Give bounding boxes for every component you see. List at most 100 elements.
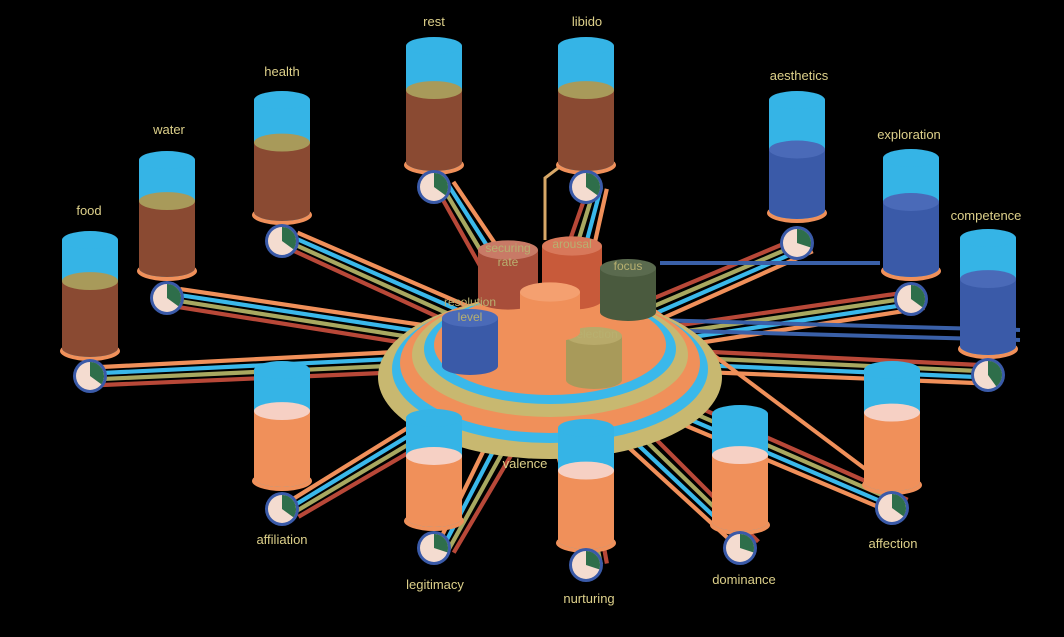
tank-affection-shell-top [864,361,920,379]
need-water-label: water [152,122,185,137]
modulator-securing-top [478,240,538,260]
valence-label: valence [503,456,548,471]
gauge-dominance-fill [740,534,754,553]
modulator-core-top [520,282,580,302]
need-legitimacy-label: legitimacy [406,577,464,592]
need-exploration-label: exploration [877,127,941,142]
tank-exploration-liquid [883,202,939,277]
need-water: water [137,122,197,315]
tank-affiliation-surface [254,402,310,421]
tank-legitimacy-surface [406,447,462,465]
gauge-water-fill [167,284,182,307]
need-dominance: dominance [710,405,776,587]
modulator-resolution-label: resolution [444,295,496,309]
modulator-resolution-body [442,318,498,375]
modulator-selection-label: selection [570,327,617,341]
need-health: health [252,64,312,258]
tank-exploration-shell-top [883,149,939,167]
tank-water-liquid [139,201,195,277]
tank-dominance-surface [712,446,768,465]
modulator-arousal-top [542,236,602,256]
need-aesthetics-label: aesthetics [770,68,829,83]
need-nurturing: nurturing [556,419,616,606]
modulator-resolution-top [442,309,498,327]
modulator-selection-body [566,336,622,389]
tank-food-liquid [62,281,118,357]
need-tank-group: food water health rest libido aesthetics explo… [60,14,1021,606]
tank-competence-shell-top [960,229,1016,247]
modulator-arousal-label: arousal [552,237,591,251]
modulator-resolution-label2: level [458,310,483,324]
tank-competence-liquid [960,279,1016,355]
modulator-core-body [520,292,580,342]
gauge-health-fill [282,227,296,250]
tank-water-shell-top [139,151,195,169]
tank-rest-surface [406,81,462,100]
need-health-label: health [264,64,299,79]
need-libido: libido [556,14,616,204]
tank-affiliation-liquid [254,411,310,487]
tank-food-surface [62,272,118,291]
tank-dominance-shell-top [712,405,768,423]
tank-dominance-liquid [712,455,768,531]
modulator-selection [566,327,622,389]
modulator-focus-body [600,268,656,321]
tank-legitimacy-liquid [406,456,462,527]
modulator-focus [600,259,656,321]
need-exploration: exploration [877,127,941,316]
modulator-resolution [442,309,498,375]
tank-health-shell-top [254,91,310,109]
pipe-extra-3 [651,328,1021,342]
need-rest-label: rest [423,14,445,29]
tank-food-shell-top [62,231,118,249]
tank-water-surface [139,192,195,210]
gauge-exploration-fill [911,285,925,308]
gauge-libido-fill [586,173,600,196]
modulator-core [520,282,580,342]
tank-exploration-surface [883,193,939,211]
gauge-competence-fill [988,361,1003,387]
gauge-aesthetics-fill [797,229,812,248]
need-affiliation-label: affiliation [256,532,307,547]
need-competence-label: competence [951,208,1022,223]
pipe-extra-2 [651,318,1021,332]
need-dominance-label: dominance [712,572,776,587]
tank-rest-liquid [406,90,462,171]
gauge-nurturing-fill [586,551,601,570]
tank-affection-surface [864,403,920,422]
tank-nurturing-shell-top [558,419,614,437]
tank-legitimacy-shell-top [406,409,462,427]
need-nurturing-label: nurturing [563,591,614,606]
need-food-label: food [76,203,101,218]
tank-health-surface [254,133,310,152]
tank-nurturing-surface [558,461,614,480]
tank-libido-surface [558,81,614,100]
modulator-focus-top [600,259,656,277]
need-food: food [60,203,120,393]
tank-libido-shell-top [558,37,614,55]
gauge-affection-fill [892,494,906,517]
tank-aesthetics-shell-top [769,91,825,109]
tank-health-liquid [254,142,310,221]
gauge-legitimacy-fill [434,534,448,553]
need-affection-label: affection [869,536,918,551]
need-aesthetics: aesthetics [767,68,829,260]
need-competence: competence [951,208,1022,392]
gauge-affiliation-fill [282,495,296,518]
modulator-focus-label: focus [614,259,643,273]
modulator-securing-label: securing [485,241,530,255]
tank-libido-liquid [558,90,614,171]
tank-aesthetics-surface [769,140,825,159]
modulator-securing-label2: rate [498,255,519,269]
tank-nurturing-liquid [558,470,614,549]
gauge-food-fill [90,362,105,385]
gauge-rest-fill [434,173,448,196]
need-rest: rest [404,14,464,204]
tank-affiliation-shell-top [254,361,310,379]
tank-competence-surface [960,270,1016,289]
need-affection: affection [862,361,922,551]
need-affiliation: affiliation [252,361,312,547]
need-legitimacy: legitimacy [404,409,464,592]
